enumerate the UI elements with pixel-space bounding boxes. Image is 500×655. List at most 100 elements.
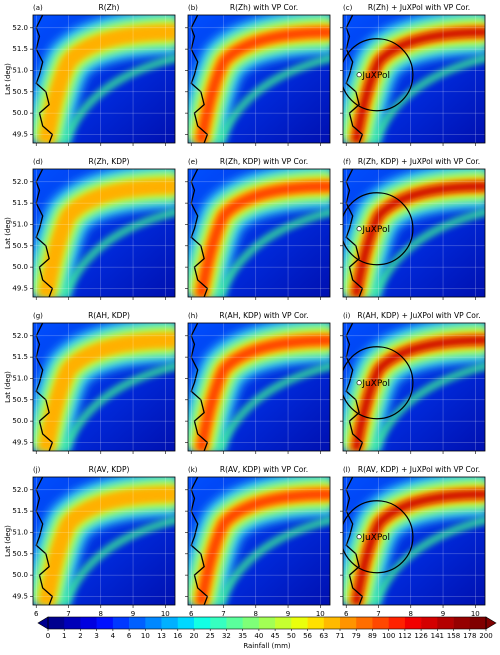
colorbar-tick-label: 2 (78, 632, 82, 640)
panel-frame (187, 322, 331, 452)
panel-label: (e) (188, 158, 198, 166)
colorbar-tick-label: 25 (206, 632, 215, 640)
colorbar-tick-label: 45 (271, 632, 280, 640)
colorbar-swatch (340, 617, 357, 629)
x-tick-label: 8 (409, 610, 413, 618)
map-panel (33, 477, 175, 605)
border (345, 477, 364, 605)
panel-frame (32, 168, 176, 298)
x-tick-label: 9 (441, 610, 445, 618)
field-arc (371, 362, 485, 451)
panel-frame (342, 168, 486, 298)
panel-title: R(AH, KDP) (88, 311, 130, 320)
field-arc (371, 54, 485, 143)
annotation: JuXPol (361, 533, 390, 543)
y-tick-label: 52.0 (12, 24, 28, 32)
colorbar-swatch (129, 617, 146, 629)
field-band (38, 178, 175, 297)
map-panel: JuXPol (343, 169, 485, 297)
colorbar-tick-label: 200 (479, 632, 492, 640)
panel-title: R(Zh, KDP) with VP Cor. (220, 157, 308, 166)
y-tick-label: 49.5 (12, 438, 28, 446)
map-panel (33, 169, 175, 297)
colorbar-tick-label: 3 (94, 632, 98, 640)
border (345, 169, 364, 297)
panel-frame (342, 476, 486, 606)
colorbar-swatch (161, 617, 179, 629)
panel-frame (187, 476, 331, 606)
colorbar-tick-label: 79 (352, 632, 361, 640)
colorbar-swatch (112, 617, 130, 629)
border (190, 477, 209, 605)
colorbar-swatch (258, 617, 276, 629)
colorbar-tick-label: 112 (398, 632, 411, 640)
colorbar-tick-label: 126 (414, 632, 428, 640)
y-axis-label: Lat (deg) (4, 525, 12, 557)
field-core (351, 27, 485, 143)
field-core (351, 335, 485, 451)
panel-frame (32, 476, 176, 606)
panel-frame (187, 14, 331, 144)
border (35, 15, 54, 143)
annotation: JuXPol (361, 379, 390, 389)
panel-label: (k) (188, 466, 198, 474)
panel-frame (32, 14, 176, 144)
colorbar-swatch (210, 617, 227, 629)
field-arc (61, 516, 175, 605)
y-tick-label: 49.5 (12, 592, 28, 600)
y-tick-label: 50.0 (12, 263, 28, 271)
map-panel: JuXPol (343, 15, 485, 143)
map-panel (188, 15, 330, 143)
y-tick-label: 52.0 (12, 178, 28, 186)
colorbar-tick-label: 10 (141, 632, 150, 640)
field-band (38, 24, 175, 143)
map-panel: JuXPol (343, 477, 485, 605)
field-arc (216, 516, 330, 605)
panel-label: (a) (33, 4, 43, 12)
colorbar-tick-label: 32 (222, 632, 231, 640)
field-core (196, 27, 330, 143)
colorbar-tick-label: 178 (463, 632, 476, 640)
colorbar-swatch (404, 617, 422, 629)
colorbar-swatch (356, 617, 373, 629)
x-tick-label: 9 (286, 610, 290, 618)
panel-title: R(AV, KDP) with VP Cor. (220, 465, 308, 474)
field-core (351, 181, 485, 297)
colorbar-tick-label: 1 (62, 632, 66, 640)
map-panel (188, 477, 330, 605)
y-tick-label: 51.0 (12, 220, 28, 228)
juxpol-range (343, 500, 414, 574)
colorbar-swatch (145, 617, 162, 629)
panel-frame (342, 14, 486, 144)
colorbar-tick-label: 71 (336, 632, 345, 640)
juxpol-site (356, 226, 362, 232)
juxpol-site (356, 534, 362, 540)
colorbar-swatch (453, 617, 471, 629)
field-band (38, 332, 175, 451)
x-tick-label: 6 (34, 610, 39, 618)
colorbar-tick-label: 63 (319, 632, 328, 640)
y-tick-label: 50.5 (12, 550, 28, 558)
field-arc (216, 54, 330, 143)
y-tick-label: 52.0 (12, 332, 28, 340)
panel-title: R(Zh, KDP) + JuXPol with VP Cor. (358, 157, 480, 166)
y-tick-label: 50.5 (12, 242, 28, 250)
border (35, 169, 54, 297)
panel-label: (d) (33, 158, 43, 166)
border (35, 323, 54, 451)
border (190, 15, 209, 143)
colorbar-frame (47, 616, 487, 630)
colorbar-swatch (372, 617, 389, 629)
colorbar-tick-label: 56 (303, 632, 312, 640)
colorbar-swatch (291, 617, 308, 629)
field-arc (371, 208, 485, 297)
y-tick-label: 51.0 (12, 66, 28, 74)
panel-label: (l) (343, 466, 351, 474)
panel-frame (342, 322, 486, 452)
y-axis-label: Lat (deg) (4, 63, 12, 95)
map-panel: JuXPol (343, 323, 485, 451)
colorbar-swatch (96, 617, 114, 629)
panel-label: (j) (33, 466, 41, 474)
colorbar-swatch (275, 617, 292, 629)
